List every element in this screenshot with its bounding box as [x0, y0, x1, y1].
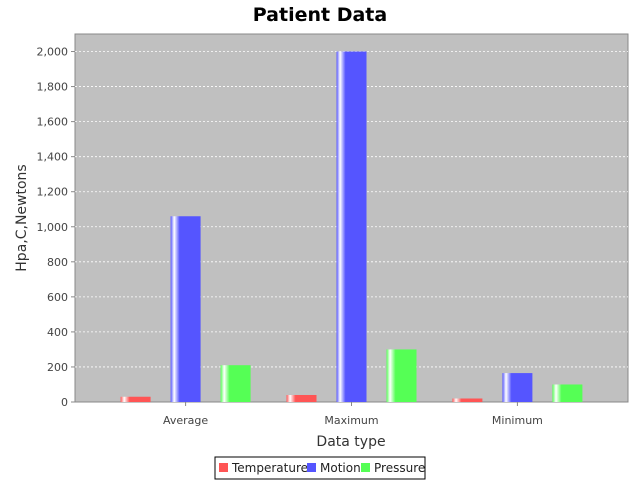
- chart-title: Patient Data: [253, 4, 387, 26]
- y-tick-label: 2,000: [37, 46, 69, 59]
- bar-motion-minimum: [502, 373, 533, 402]
- bar-pressure-average: [220, 365, 251, 402]
- legend-swatch-pressure: [361, 463, 370, 472]
- y-tick-label: 0: [61, 396, 68, 409]
- bar-temperature-average: [120, 396, 151, 402]
- y-tick-label: 800: [47, 256, 68, 269]
- bar-motion-average: [170, 216, 201, 402]
- bar-temperature-minimum: [452, 398, 483, 402]
- bar-pressure-maximum: [386, 349, 417, 402]
- x-tick-label: Minimum: [492, 414, 543, 427]
- x-tick-label: Average: [163, 414, 208, 427]
- legend-label-motion: Motion: [320, 461, 361, 475]
- legend-swatch-motion: [307, 463, 316, 472]
- legend-box: [214, 456, 426, 480]
- bars: [120, 51, 583, 403]
- x-axis-title: Data type: [316, 434, 385, 450]
- y-tick-label: 1,400: [37, 151, 69, 164]
- y-axis-title: Hpa,C,Newtons: [14, 164, 30, 271]
- bar-pressure-minimum: [552, 384, 583, 402]
- legend: Temperature Motion Pressure: [214, 456, 426, 480]
- y-axis: 0 200 400 600 800 1,000 1,200 1,400 1,600 1,800 2,…: [37, 46, 75, 409]
- y-tick-label: 400: [47, 326, 68, 339]
- bar-temperature-maximum: [286, 394, 317, 402]
- legend-label-temperature: Temperature: [231, 461, 308, 475]
- legend-swatch-temperature: [219, 463, 228, 472]
- bar-motion-maximum: [336, 51, 367, 403]
- legend-label-pressure: Pressure: [374, 461, 425, 475]
- y-tick-label: 600: [47, 291, 68, 304]
- y-tick-label: 1,800: [37, 81, 69, 94]
- y-tick-label: 200: [47, 361, 68, 374]
- y-tick-label: 1,600: [37, 116, 69, 129]
- x-tick-label: Maximum: [324, 414, 378, 427]
- y-tick-label: 1,200: [37, 186, 69, 199]
- x-axis: Average Maximum Minimum: [163, 402, 543, 427]
- y-tick-label: 1,000: [37, 221, 69, 234]
